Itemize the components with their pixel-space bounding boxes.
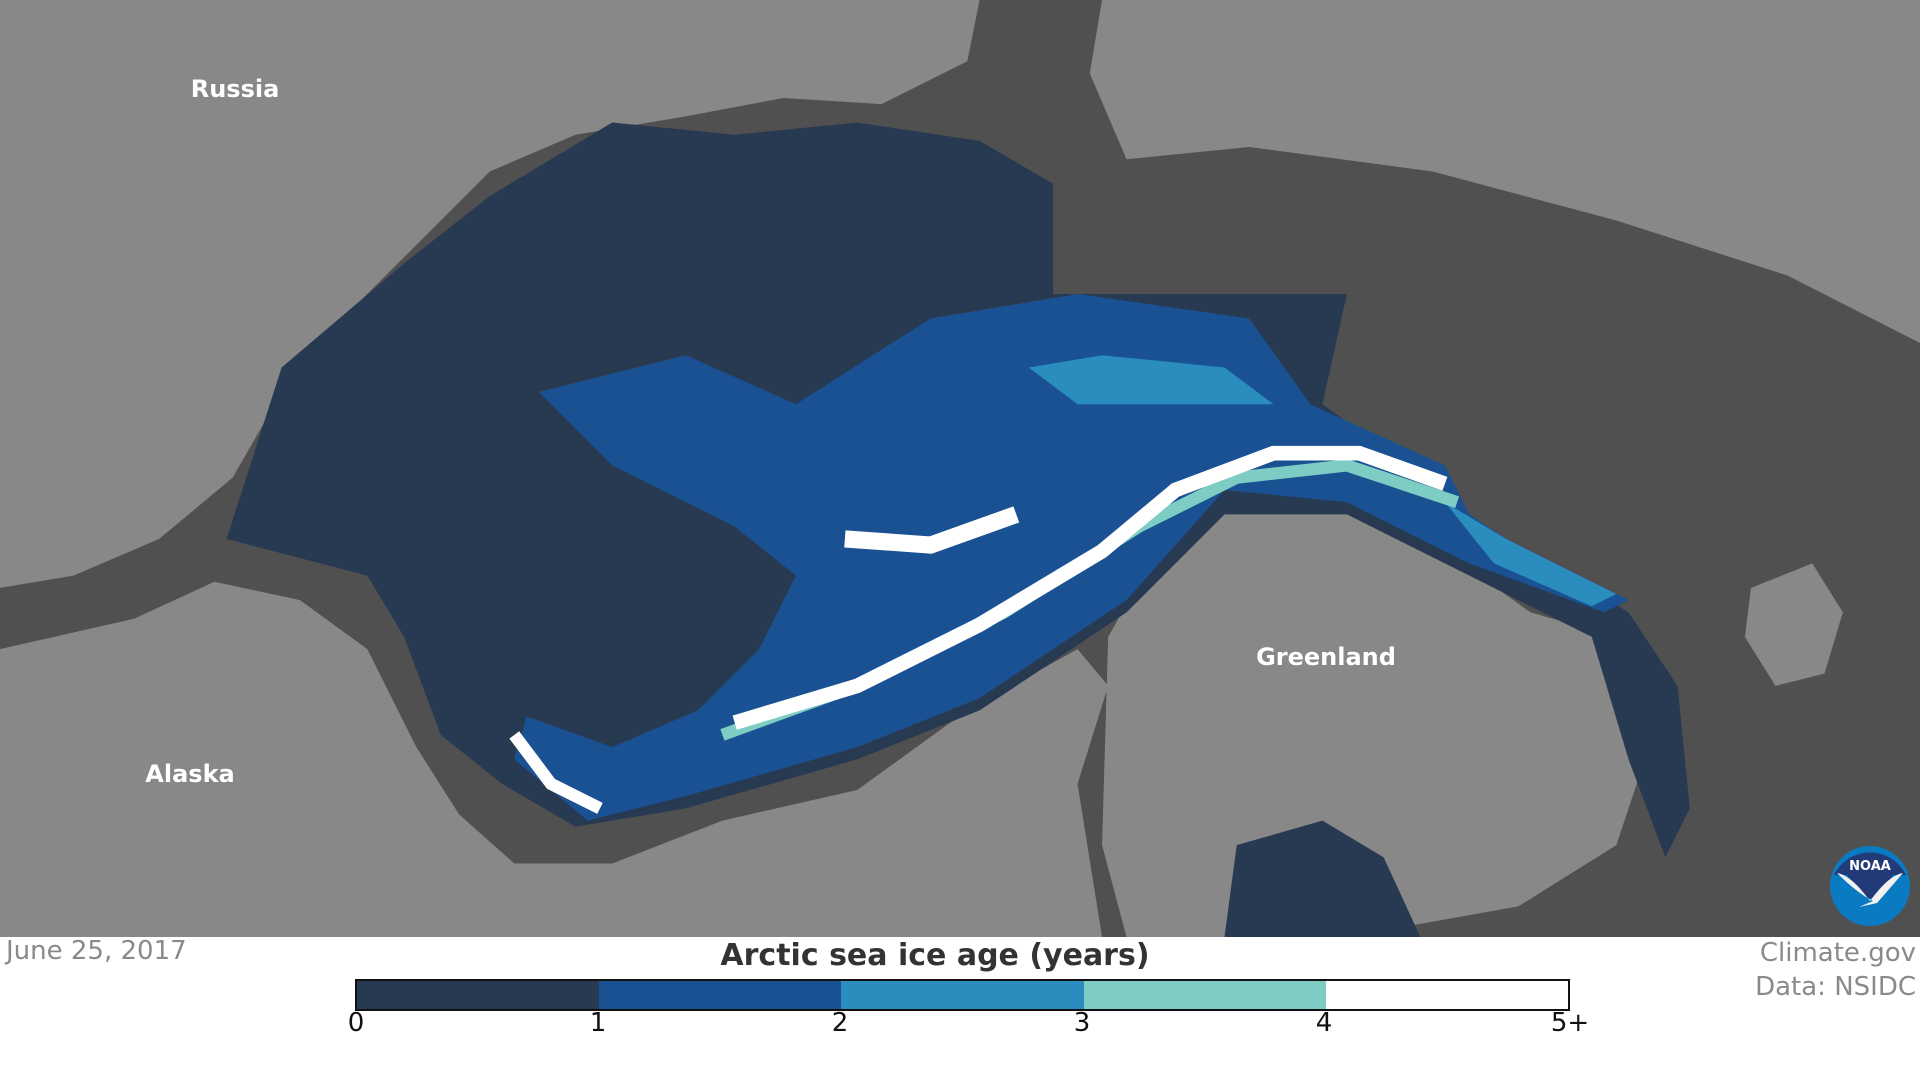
ice-2-3-years — [1028, 355, 1274, 405]
legend-tick: 0 — [347, 1008, 365, 1038]
legend-tick: 3 — [1073, 1008, 1091, 1038]
legend-tick: 1 — [589, 1008, 607, 1038]
legend-tick: 4 — [1315, 1008, 1333, 1038]
land-greenland — [1102, 496, 1654, 937]
ice-1-2-years — [514, 293, 1629, 821]
land-svalbard — [1744, 563, 1843, 686]
noaa-logo: NOAA — [1830, 846, 1910, 926]
label-russia: Russia — [190, 75, 280, 103]
label-alaska: Alaska — [145, 760, 235, 788]
credits: Climate.gov Data: NSIDC — [1755, 936, 1916, 1004]
sea-ice-map — [0, 0, 1920, 937]
legend-color-bar — [355, 979, 1570, 1011]
land-russia — [0, 0, 980, 588]
land-eurasia-east — [1089, 0, 1920, 343]
land-alaska-canada — [0, 581, 1109, 937]
legend-tick: 5+ — [1550, 1008, 1590, 1038]
legend-segment-2-3 — [841, 981, 1084, 1009]
credit-data-source: Data: NSIDC — [1755, 972, 1916, 1002]
legend-tick: 2 — [831, 1008, 849, 1038]
ice-first-year-south — [1224, 820, 1421, 937]
ice-multiyear — [732, 445, 1448, 730]
legend-title: Arctic sea ice age (years) — [720, 938, 1150, 973]
map-date: June 25, 2017 — [6, 936, 187, 966]
credit-site: Climate.gov — [1759, 938, 1916, 968]
ice-multiyear-central — [844, 506, 1020, 554]
noaa-logo-text: NOAA — [1849, 859, 1891, 874]
label-greenland: Greenland — [1256, 643, 1396, 671]
legend-segment-0-1 — [357, 981, 600, 1009]
legend-segment-1-2 — [599, 981, 842, 1009]
ice-2-3-years-fram — [1444, 502, 1617, 607]
legend-segment-3-4 — [1083, 981, 1326, 1009]
legend-segment-4-5 — [1325, 981, 1569, 1009]
ice-multiyear-beaufort — [509, 731, 603, 814]
